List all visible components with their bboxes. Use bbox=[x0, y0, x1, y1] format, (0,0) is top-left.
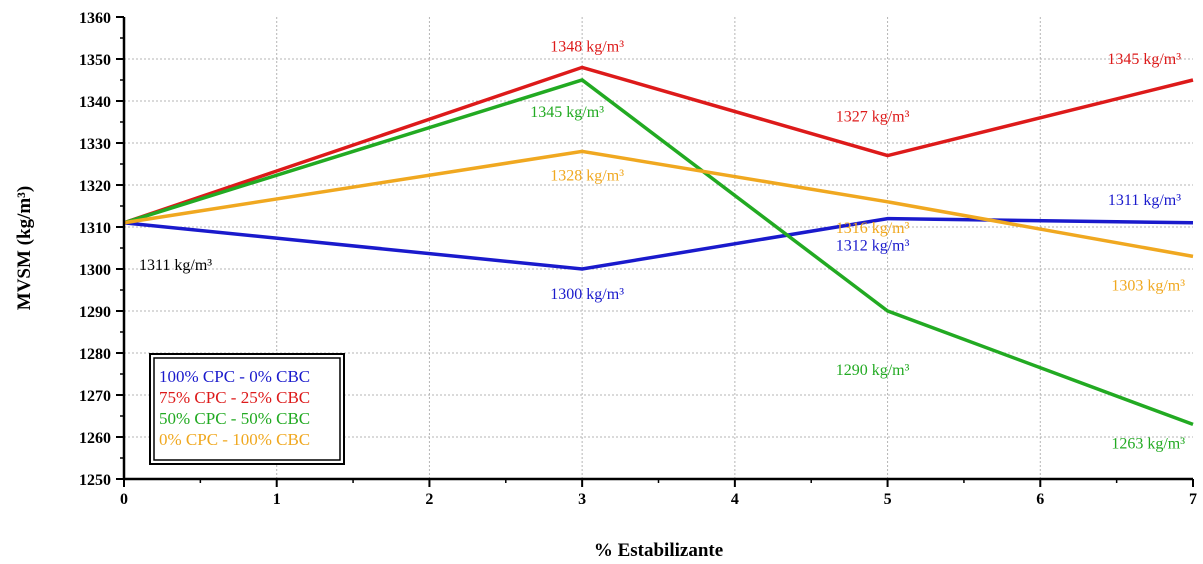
x-tick-label: 3 bbox=[578, 491, 586, 508]
x-tick-label: 1 bbox=[273, 491, 281, 508]
data-label: 1312 kg/m³ bbox=[836, 238, 910, 255]
data-label: 1311 kg/m³ bbox=[139, 257, 212, 274]
y-tick-label: 1290 bbox=[79, 304, 111, 321]
data-labels: 1311 kg/m³ 1300 kg/m³ 1312 kg/m³ 1311 kg/m³… bbox=[139, 38, 1185, 452]
series-line-3 bbox=[123, 149, 1194, 259]
x-tick-label: 7 bbox=[1189, 491, 1197, 508]
data-label: 1348 kg/m³ bbox=[550, 38, 624, 55]
legend-frame-outer bbox=[149, 353, 345, 465]
y-tick-label: 1280 bbox=[79, 346, 111, 363]
y-tick-label: 1260 bbox=[79, 430, 111, 447]
y-tick-label: 1310 bbox=[79, 220, 111, 237]
axes: 0 1 2 3 4 5 6 7 1250 1260 1270 1280 1290 1300 1310 1320… bbox=[79, 10, 1197, 508]
x-tick-label: 2 bbox=[425, 491, 433, 508]
data-label: 1345 kg/m³ bbox=[530, 104, 604, 121]
y-tick-label: 1250 bbox=[79, 472, 111, 489]
y-axis-title: MVSM (kg/m³) bbox=[14, 186, 35, 310]
x-axis-title: % Estabilizante bbox=[594, 540, 723, 561]
x-tick-label: 0 bbox=[120, 491, 128, 508]
data-label: 1328 kg/m³ bbox=[550, 167, 624, 184]
legend: 100% CPC - 0% CBC 75% CPC - 25% CBC 50% CP… bbox=[149, 353, 345, 465]
y-tick-label: 1360 bbox=[79, 10, 111, 27]
legend-entry: 75% CPC - 25% CBC bbox=[159, 388, 310, 407]
legend-entry: 0% CPC - 100% CBC bbox=[159, 430, 310, 449]
y-tick-label: 1300 bbox=[79, 262, 111, 279]
series-line-2 bbox=[123, 78, 1194, 427]
data-label: 1327 kg/m³ bbox=[836, 109, 910, 126]
data-label: 1263 kg/m³ bbox=[1111, 435, 1185, 452]
x-tick-label: 4 bbox=[731, 491, 739, 508]
data-label: 1290 kg/m³ bbox=[836, 362, 910, 379]
legend-entry: 100% CPC - 0% CBC bbox=[159, 367, 310, 386]
series-lines bbox=[123, 65, 1194, 427]
y-tick-label: 1330 bbox=[79, 136, 111, 153]
legend-frame-inner bbox=[153, 357, 341, 461]
data-label: 1345 kg/m³ bbox=[1107, 51, 1181, 68]
series-line-0 bbox=[123, 216, 1194, 271]
legend-entry: 50% CPC - 50% CBC bbox=[159, 409, 310, 428]
y-tick-label: 1340 bbox=[79, 94, 111, 111]
series-line-1 bbox=[123, 65, 1194, 225]
x-tick-label: 5 bbox=[884, 491, 892, 508]
data-label: 1303 kg/m³ bbox=[1111, 277, 1185, 294]
data-label: 1300 kg/m³ bbox=[550, 286, 624, 303]
y-tick-label: 1320 bbox=[79, 178, 111, 195]
data-label: 1311 kg/m³ bbox=[1108, 192, 1181, 209]
x-tick-label: 6 bbox=[1036, 491, 1044, 508]
data-label: 1316 kg/m³ bbox=[836, 220, 910, 237]
y-tick-label: 1270 bbox=[79, 388, 111, 405]
y-tick-label: 1350 bbox=[79, 52, 111, 69]
